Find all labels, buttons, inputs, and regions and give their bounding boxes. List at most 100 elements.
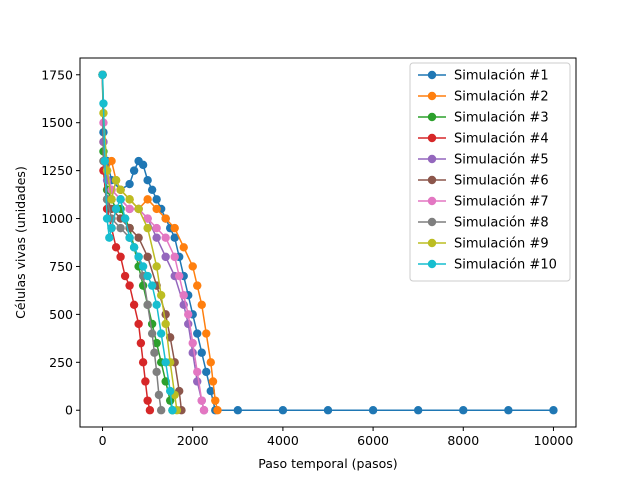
legend-label: Simulación #4 [454,132,549,147]
y-tick-label: 250 [49,355,73,370]
data-point [152,233,161,242]
data-point [193,377,202,386]
data-point [213,406,222,415]
data-point [188,348,197,357]
data-point [150,348,159,357]
data-point [278,406,288,415]
y-axis-label: Células vivas (unidades) [13,166,28,319]
data-point [202,329,211,338]
data-point [147,319,157,329]
data-point [107,156,116,166]
legend-marker [427,154,437,164]
legend-item: Simulación #2 [418,90,549,105]
data-point [107,195,116,204]
y-tick-label: 1750 [41,67,73,82]
legend-item: Simulación #7 [418,195,549,210]
data-point [134,204,143,214]
data-point [152,204,161,214]
legend-label: Simulación #7 [454,195,549,210]
data-point [147,329,157,338]
legend-item: Simulación #5 [418,153,549,168]
data-point [105,233,114,242]
legend-marker [427,133,437,143]
data-point [143,396,152,405]
legend-label: Simulación #2 [454,90,549,105]
data-point [161,319,170,329]
data-point [193,281,202,290]
legend-label: Simulación #5 [454,153,549,168]
data-point [143,300,152,309]
data-point [193,329,202,338]
data-point [143,223,152,233]
data-point [125,281,134,290]
data-point [134,233,143,242]
data-point [145,406,155,415]
data-point [323,406,333,415]
data-point [138,358,148,367]
data-point [161,233,170,242]
data-point [206,358,215,367]
data-point [170,252,179,262]
data-point [549,406,558,415]
data-point [138,262,148,271]
data-point [107,223,116,233]
data-point [206,386,215,396]
data-point [504,406,513,415]
legend-label: Simulación #8 [454,216,549,231]
data-point [459,406,468,415]
data-point [233,406,243,415]
x-tick-label: 0 [99,433,107,448]
legend-label: Simulación #1 [454,69,549,84]
data-point [125,233,134,242]
legend-item: Simulación #3 [418,111,549,126]
data-point [199,406,209,415]
data-point [143,214,152,223]
data-point [120,214,130,223]
data-point [102,214,112,223]
legend-item: Simulación #6 [418,174,549,189]
y-axis: 0 250 500 750 1000 1250 1500 1750 [41,67,80,418]
legend-marker [427,259,437,269]
legend-item: Simulación #10 [418,258,557,273]
legend-marker [427,196,437,206]
legend-marker [427,91,437,101]
data-point [111,204,121,214]
data-point [208,377,218,386]
data-point [413,406,423,415]
data-point [152,223,161,233]
data-point [165,386,175,396]
legend-label: Simulación #3 [454,111,549,126]
series-layer [98,70,558,415]
data-point [161,214,170,223]
data-point [161,310,170,319]
y-tick-label: 500 [49,307,73,322]
data-point [154,390,164,400]
data-point [170,233,179,242]
y-tick-label: 1000 [41,211,73,226]
data-point [156,291,166,300]
data-point [152,367,161,377]
y-tick-label: 1500 [41,115,73,130]
legend-item: Simulación #1 [418,69,549,84]
data-point [143,252,152,262]
data-point [141,377,150,386]
legend-marker [427,70,437,80]
data-point [184,319,193,329]
data-point [134,252,143,262]
data-point [197,300,206,309]
legend-label: Simulación #10 [454,258,557,273]
x-tick-label: 8000 [447,433,479,448]
data-point [143,176,152,185]
data-point [138,160,148,170]
data-point [188,262,197,271]
legend-marker [427,238,437,248]
data-point [116,195,125,204]
data-point [161,252,170,262]
data-point [179,243,188,252]
data-point [116,223,125,233]
data-point [129,243,139,252]
data-point [147,281,157,290]
data-point [170,223,179,233]
data-point [156,406,166,415]
data-point [136,338,146,348]
